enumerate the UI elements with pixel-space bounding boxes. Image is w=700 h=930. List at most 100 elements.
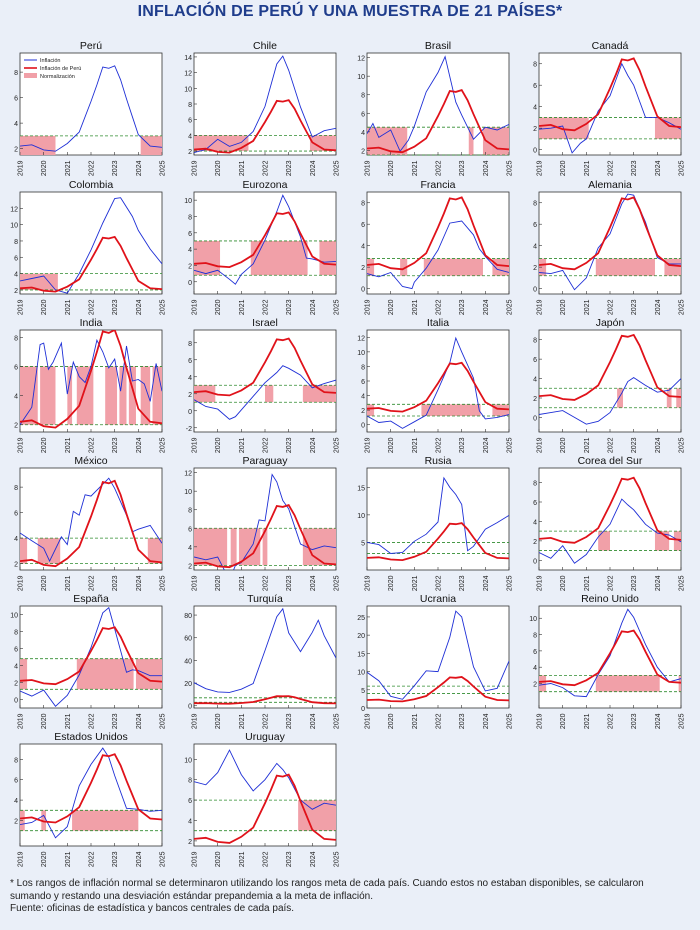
x-tick-label: 2023 [286, 437, 293, 453]
y-tick-label: 6 [533, 500, 537, 507]
x-tick-label: 2020 [215, 575, 222, 591]
y-tick-label: 6 [188, 798, 192, 805]
normalization-shade [265, 385, 274, 403]
panel-méxico: México 2 4 6 8 2019 2020 2021 2022 2023 2024 2025 [14, 455, 166, 591]
x-tick-label: 2021 [412, 575, 419, 591]
y-tick-label: 8 [533, 338, 537, 345]
x-tick-label: 2025 [334, 437, 341, 453]
y-tick-label: 4 [533, 377, 537, 384]
x-tick-label: 2022 [89, 851, 96, 867]
x-tick-label: 2019 [365, 299, 372, 315]
x-tick-label: 2023 [631, 575, 638, 591]
y-tick-label: 10 [184, 489, 192, 496]
panel-title: Israel [252, 317, 278, 329]
x-tick-label: 2025 [679, 575, 686, 591]
x-tick-label: 2020 [215, 160, 222, 176]
y-tick-label: 0 [533, 558, 537, 565]
plot-frame [538, 605, 682, 709]
normalization-shade [367, 258, 375, 276]
x-tick-label: 2020 [560, 575, 567, 591]
x-tick-label: 2021 [412, 299, 419, 315]
y-tick-label: 6 [14, 778, 18, 785]
y-tick-label: 6 [533, 357, 537, 364]
x-tick-label: 2025 [334, 713, 341, 729]
x-tick-label: 2019 [18, 299, 25, 315]
y-tick-label: 4 [14, 798, 18, 805]
panel-turquía: Turquía 0 20 40 60 80 2019 2020 2021 2022 2023 2024… [184, 593, 340, 729]
y-tick-label: 6 [361, 379, 365, 386]
country-inflation-line [20, 338, 162, 425]
country-inflation-line [367, 476, 509, 554]
y-tick-label: 10 [184, 86, 192, 93]
normalization-shade [319, 240, 336, 276]
peru-inflation-line [20, 753, 162, 824]
country-inflation-line [539, 608, 681, 698]
x-tick-label: 2023 [459, 299, 466, 315]
x-tick-label: 2022 [263, 851, 270, 867]
x-tick-label: 2023 [286, 575, 293, 591]
normalization-shade [302, 385, 336, 403]
x-tick-label: 2021 [65, 713, 72, 729]
panel-title: Paraguay [243, 455, 289, 467]
y-tick-label: 6 [188, 358, 192, 365]
x-tick-label: 2024 [655, 299, 662, 315]
y-tick-label: 25 [357, 615, 365, 622]
x-tick-label: 2021 [65, 437, 72, 453]
y-tick-label: 2 [533, 682, 537, 689]
y-tick-label: 8 [14, 239, 18, 246]
x-tick-label: 2020 [41, 299, 48, 315]
x-tick-label: 2024 [136, 575, 143, 591]
y-tick-label: 4 [188, 819, 192, 826]
normalization-shade [140, 135, 162, 155]
panel-title: Italia [427, 317, 449, 329]
y-tick-label: 6 [533, 649, 537, 656]
y-tick-label: 2 [361, 265, 365, 272]
y-tick-label: 0 [188, 280, 192, 287]
y-tick-label: 4 [533, 665, 537, 672]
y-tick-label: 8 [533, 201, 537, 208]
x-tick-label: 2020 [41, 575, 48, 591]
x-tick-label: 2025 [507, 575, 514, 591]
y-tick-label: 10 [357, 513, 365, 520]
y-tick-label: 6 [14, 96, 18, 103]
y-tick-label: 4 [188, 247, 192, 254]
x-tick-label: 2022 [89, 575, 96, 591]
country-inflation-line [194, 473, 336, 570]
x-tick-label: 2023 [631, 299, 638, 315]
x-tick-label: 2024 [483, 575, 490, 591]
panel-title: Canadá [592, 40, 629, 52]
y-tick-label: 6 [188, 118, 192, 125]
peru-inflation-line [539, 629, 681, 687]
x-tick-label: 2019 [18, 437, 25, 453]
y-tick-label: 2 [533, 126, 537, 133]
y-tick-label: 0 [14, 698, 18, 705]
x-tick-label: 2023 [112, 160, 119, 176]
footnote: * Los rangos de inflación normal se dete… [10, 878, 690, 916]
x-tick-label: 2019 [365, 575, 372, 591]
x-tick-label: 2024 [655, 575, 662, 591]
x-tick-label: 2025 [160, 160, 167, 176]
y-tick-label: 2 [14, 423, 18, 430]
y-tick-label: 2 [361, 408, 365, 415]
y-tick-label: 10 [10, 223, 18, 230]
x-tick-label: 2024 [655, 437, 662, 453]
x-tick-label: 2024 [136, 713, 143, 729]
footnote-line: sumando y restando una desviación estánd… [10, 890, 374, 902]
panel-title: India [80, 317, 103, 329]
panel-eurozona: Eurozona 0 2 4 6 8 10 2019 2020 2021 2022 2023 2024 2… [184, 179, 340, 315]
x-tick-label: 2020 [215, 437, 222, 453]
y-tick-label: 80 [184, 613, 192, 620]
panel-reino-unido: Reino Unido 2 4 6 8 10 2019 2020 2021 2022 2023 202… [529, 593, 685, 729]
x-tick-label: 2023 [459, 437, 466, 453]
x-tick-label: 2019 [365, 160, 372, 176]
legend-label: Inflación [40, 58, 61, 64]
panel-colombia: Colombia 2 4 6 8 10 12 2019 2020 2021 2022 2023 2024… [10, 179, 166, 315]
normalization-shade [595, 675, 660, 692]
normalization-shade [20, 538, 28, 564]
plot-frame [366, 329, 510, 433]
x-tick-label: 2020 [560, 299, 567, 315]
x-tick-label: 2020 [388, 160, 395, 176]
y-tick-label: 12 [357, 56, 365, 63]
x-tick-label: 2025 [507, 437, 514, 453]
